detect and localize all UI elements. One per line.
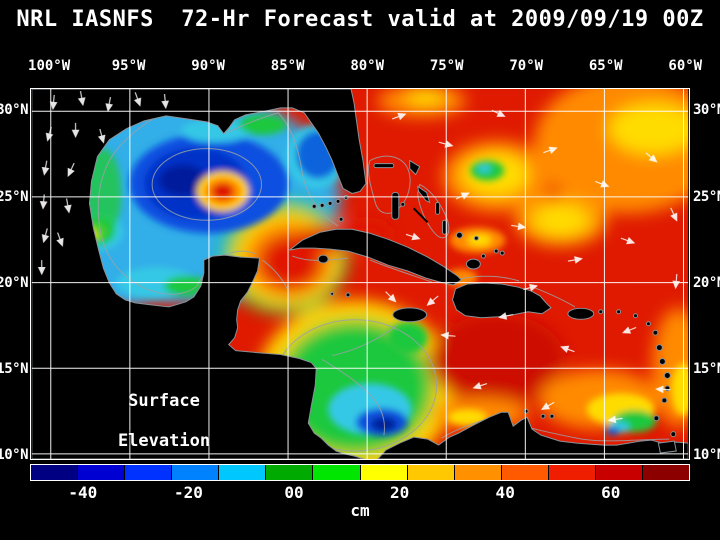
colorbar-segment	[266, 465, 314, 480]
colorbar-wrap: -40 -20 00 20 40 60 cm	[30, 464, 690, 520]
map-canvas	[31, 89, 689, 459]
colorbar-segment	[360, 465, 408, 480]
colorbar-tick-label: -40	[68, 483, 98, 502]
lat-tick-label: 20°N	[693, 274, 720, 291]
south-america-landmass	[377, 411, 689, 459]
colorbar-ticks: -40 -20 00 20 40 60	[30, 481, 690, 502]
colorbar-segment	[454, 465, 502, 480]
colorbar-segment	[407, 465, 455, 480]
hispaniola-landmass	[451, 282, 552, 319]
bahamas-islands	[338, 159, 505, 270]
map-frame: Surface Elevation	[30, 88, 690, 460]
colorbar-tick-label: 20	[389, 483, 410, 502]
lon-tick-label: 75°W	[429, 58, 464, 74]
latitude-axis-left: 30°N 25°N 20°N 15°N 10°N	[0, 88, 29, 463]
colorbar-tick-label: 40	[495, 483, 515, 502]
gridlines	[31, 89, 689, 459]
lon-tick-label: 95°W	[111, 58, 146, 74]
colorbar-segment	[548, 465, 596, 480]
longitude-axis: 100°W 95°W 90°W 85°W 80°W 75°W 70°W 65°W 60°W	[28, 58, 702, 76]
north-central-america-landmass	[31, 89, 367, 459]
isla-juventud-island	[317, 254, 329, 264]
colorbar-unit-label: cm	[350, 501, 370, 520]
colorbar-tick-label: 60	[601, 483, 621, 502]
colorbar-segment	[219, 465, 267, 480]
lat-tick-label: 20°N	[0, 274, 28, 291]
colorbar-segment	[313, 465, 361, 480]
lon-tick-label: 85°W	[270, 58, 305, 74]
colorbar-segment	[643, 465, 690, 480]
colorbar-segment	[78, 465, 126, 480]
lon-tick-label: 70°W	[509, 58, 544, 74]
colorbar-tick-label: -20	[173, 483, 203, 502]
cuba-landmass	[289, 228, 463, 286]
lat-tick-label: 25°N	[0, 188, 28, 205]
florida-keys-islands	[311, 194, 349, 209]
lon-tick-label: 90°W	[191, 58, 225, 74]
current-vectors	[37, 90, 681, 424]
lat-tick-label: 10°N	[0, 446, 28, 463]
land-masses	[31, 89, 689, 459]
puerto-rico-landmass	[567, 307, 595, 320]
lat-tick-label: 25°N	[693, 188, 720, 205]
colorbar-segment	[125, 465, 173, 480]
lon-tick-label: 60°W	[668, 58, 703, 74]
plot-title: NRL IASNFS 72-Hr Forecast valid at 2009/…	[16, 7, 704, 32]
cayman-islands	[330, 291, 351, 298]
lon-tick-label: 80°W	[350, 58, 385, 74]
colorbar-segment	[595, 465, 644, 480]
colorbar-segment	[31, 465, 79, 480]
surface-elevation-label-line2: Elevation	[117, 431, 211, 451]
surface-elevation-label: Surface Elevation	[89, 381, 239, 461]
colorbar-tick-label: 00	[284, 483, 304, 502]
colorbar-segment	[172, 465, 220, 480]
colorbar-segment	[501, 465, 549, 480]
lat-tick-label: 15°N	[693, 360, 720, 377]
lon-tick-label: 100°W	[28, 58, 71, 74]
surface-elevation-label-line1: Surface	[128, 391, 200, 411]
jamaica-landmass	[392, 307, 428, 323]
lat-tick-label: 30°N	[693, 102, 720, 119]
lon-tick-label: 65°W	[588, 58, 623, 74]
latitude-axis-right: 30°N 25°N 20°N 15°N 10°N	[691, 88, 720, 463]
lat-tick-label: 15°N	[0, 360, 28, 377]
lat-tick-label: 10°N	[693, 446, 720, 463]
colorbar	[30, 464, 690, 481]
lat-tick-label: 30°N	[0, 102, 28, 119]
